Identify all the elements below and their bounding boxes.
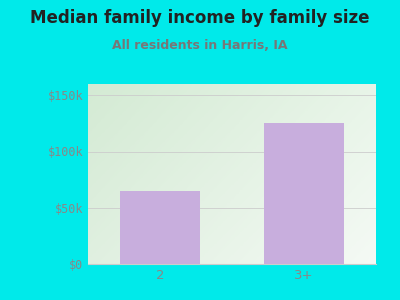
Bar xyxy=(264,123,344,264)
Text: All residents in Harris, IA: All residents in Harris, IA xyxy=(112,39,288,52)
Bar xyxy=(120,191,200,264)
Text: Median family income by family size: Median family income by family size xyxy=(30,9,370,27)
